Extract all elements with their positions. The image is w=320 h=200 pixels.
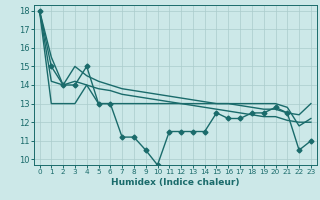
X-axis label: Humidex (Indice chaleur): Humidex (Indice chaleur)	[111, 178, 239, 187]
